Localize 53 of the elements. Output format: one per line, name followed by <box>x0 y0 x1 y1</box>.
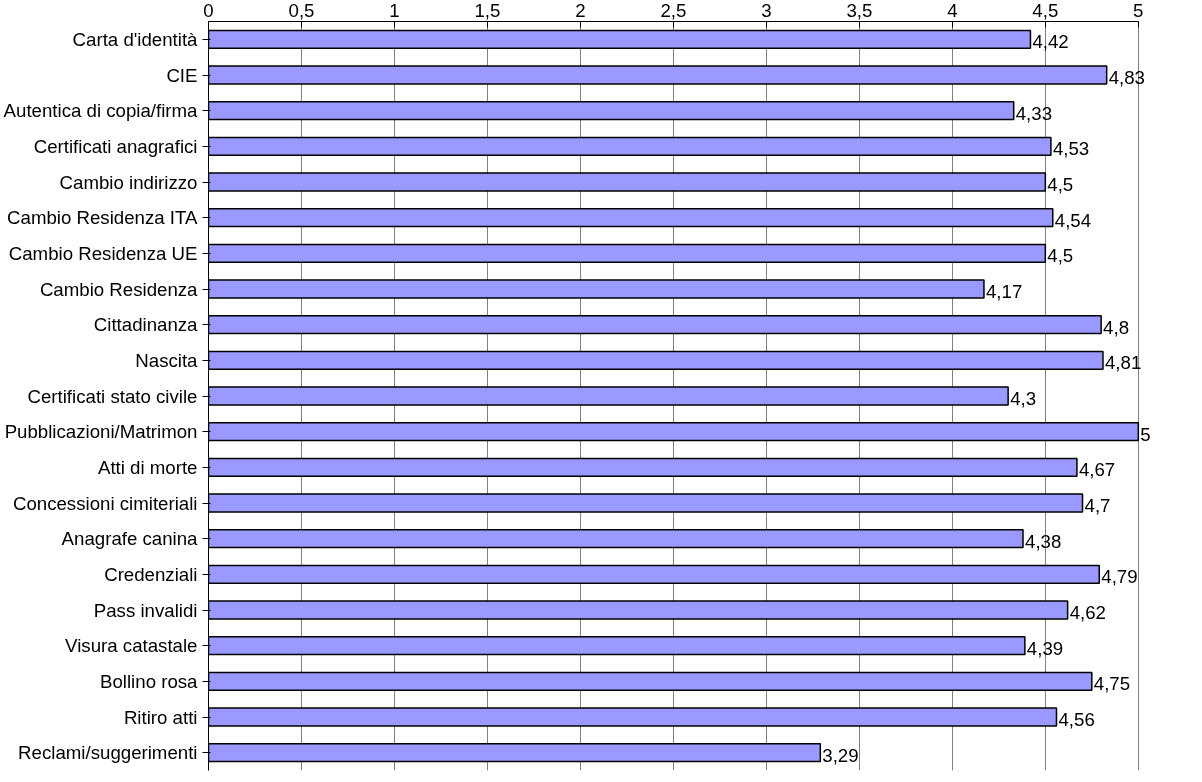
data-label: 4,75 <box>1093 673 1131 695</box>
y-tick-label: Certificati stato civile <box>27 385 198 407</box>
data-label: 4,79 <box>1101 566 1138 588</box>
data-label: 4,3 <box>1010 388 1037 409</box>
y-tick-label: Cambio Residenza <box>39 278 199 300</box>
data-label: 4,81 <box>1104 352 1142 374</box>
y-tick-label: Pass invalidi <box>93 599 198 621</box>
data-label: 4,38 <box>1025 530 1062 552</box>
y-tick-label: Bollino rosa <box>100 670 199 692</box>
y-tick-label: Ritiro atti <box>123 706 198 728</box>
x-tick-label: 2,5 <box>660 0 687 21</box>
y-tick-label: Cambio indirizzo <box>59 171 198 193</box>
y-tick-label: Reclami/suggerimenti <box>18 742 198 764</box>
x-tick-label: 4,5 <box>1032 0 1059 21</box>
x-tick-label: 1,5 <box>474 0 501 21</box>
y-tick-label: Carta d'identità <box>72 28 199 50</box>
x-tick-label: 3,5 <box>846 0 873 21</box>
data-label: 4,5 <box>1047 245 1074 267</box>
y-tick-label: CIE <box>166 64 198 86</box>
data-label: 4,54 <box>1054 209 1092 231</box>
y-tick-label: Atti di morte <box>97 456 198 478</box>
y-tick-label: Cittadinanza <box>93 314 199 336</box>
y-tick-label: Visura catastale <box>65 635 198 657</box>
data-label: 5 <box>1140 423 1151 445</box>
data-label: 4,17 <box>985 281 1023 302</box>
x-tick-label: 4 <box>947 0 958 21</box>
data-label: 4,39 <box>1026 637 1064 659</box>
y-tick-label: Cambio Residenza UE <box>8 242 198 264</box>
data-label: 4,8 <box>1103 316 1130 338</box>
y-tick-label: Nascita <box>135 349 199 371</box>
data-label: 4,53 <box>1052 138 1090 160</box>
x-tick-label: 3 <box>761 0 772 21</box>
x-tick-label: 2 <box>575 0 586 21</box>
data-label: 4,67 <box>1078 459 1116 481</box>
y-tick-label: Anagrafe canina <box>61 528 199 550</box>
data-label: 4,33 <box>1015 102 1053 124</box>
y-tick-label: Concessioni cimiteriali <box>12 492 198 514</box>
x-tick-label: 5 <box>1133 0 1144 21</box>
y-tick-label: Cambio Residenza ITA <box>7 207 199 229</box>
x-tick-label: 0,5 <box>288 0 315 21</box>
data-label: 4,56 <box>1058 709 1095 730</box>
data-label: 4,5 <box>1047 174 1074 195</box>
x-tick-label: 0 <box>203 0 214 21</box>
y-tick-label: Autentica di copia/firma <box>3 100 199 122</box>
data-label: 4,62 <box>1069 602 1106 623</box>
data-label: 4,7 <box>1084 495 1111 516</box>
data-label: 4,83 <box>1108 67 1146 88</box>
y-tick-label: Credenziali <box>104 563 198 585</box>
data-label: 4,42 <box>1032 31 1069 53</box>
y-tick-label: Pubblicazioni/Matrimon <box>4 421 198 443</box>
data-label: 3,29 <box>822 744 859 766</box>
y-tick-label: Certificati anagrafici <box>33 135 198 157</box>
x-tick-label: 1 <box>389 0 400 21</box>
